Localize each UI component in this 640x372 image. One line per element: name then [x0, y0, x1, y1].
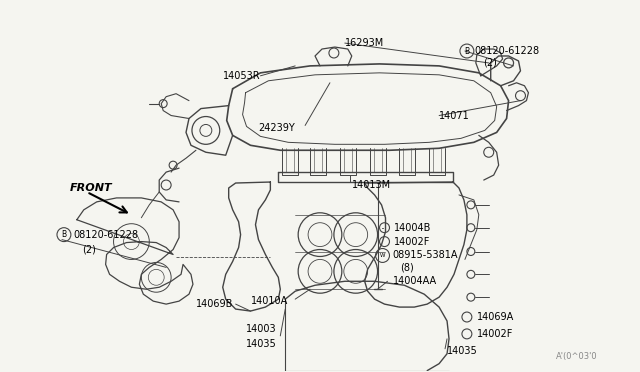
- Text: B: B: [61, 230, 67, 239]
- Text: 08120-61228: 08120-61228: [475, 46, 540, 56]
- Text: 14069A: 14069A: [477, 312, 514, 322]
- Text: 14035: 14035: [246, 339, 276, 349]
- Text: 14053R: 14053R: [223, 71, 260, 81]
- Text: A'(0^03'0: A'(0^03'0: [556, 352, 598, 361]
- Text: 14004AA: 14004AA: [392, 276, 436, 286]
- Text: FRONT: FRONT: [70, 183, 113, 193]
- Text: (8): (8): [401, 262, 414, 272]
- Text: 16293M: 16293M: [345, 38, 384, 48]
- Text: 14069B: 14069B: [196, 299, 234, 309]
- Text: 14003: 14003: [246, 324, 276, 334]
- Text: 14002F: 14002F: [477, 329, 513, 339]
- Text: W: W: [380, 253, 385, 258]
- Text: 08915-5381A: 08915-5381A: [392, 250, 458, 260]
- Text: 08120-61228: 08120-61228: [74, 230, 139, 240]
- Text: 14010A: 14010A: [250, 296, 288, 306]
- Text: 14071: 14071: [439, 110, 470, 121]
- Text: (2): (2): [483, 58, 497, 68]
- Text: 14035: 14035: [447, 346, 478, 356]
- Text: 24239Y: 24239Y: [259, 124, 295, 134]
- Text: 14013M: 14013M: [352, 180, 391, 190]
- Text: 14002F: 14002F: [394, 237, 431, 247]
- Text: 14004B: 14004B: [394, 223, 432, 233]
- Text: B: B: [465, 46, 470, 55]
- Text: (2): (2): [82, 244, 95, 254]
